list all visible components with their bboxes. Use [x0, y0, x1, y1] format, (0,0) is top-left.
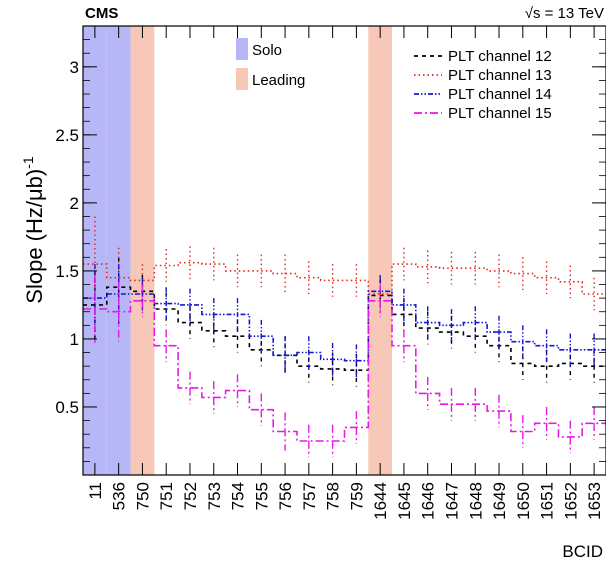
legend-label: PLT channel 14 — [448, 86, 552, 103]
series-3 — [83, 264, 606, 377]
x-tick-label: 1648 — [466, 482, 485, 520]
data-series — [83, 216, 606, 458]
series-line — [83, 286, 606, 371]
axes: 0.5 1 1.5 2 2.5 3 11 536 750 751 752 753 754 755 756 75… — [55, 25, 606, 520]
y-axis-title: Slope (Hz/μb) — [22, 169, 47, 304]
x-tick-label: 756 — [276, 482, 295, 510]
x-axis-title: BCID — [562, 542, 603, 561]
experiment-label: CMS — [85, 5, 118, 22]
legend-label: Solo — [252, 42, 282, 59]
legend-swatch — [236, 38, 248, 60]
y-tick-label: 2.5 — [55, 126, 79, 145]
series-line — [83, 300, 606, 442]
x-tick-label: 750 — [133, 482, 152, 510]
x-tick-label: 759 — [347, 482, 366, 510]
y-axis-title-group: Slope (Hz/μb)-1 — [20, 156, 47, 304]
y-tick-label: 0.5 — [55, 398, 79, 417]
y-tick-label: 3 — [70, 58, 79, 77]
legend-label: Leading — [252, 72, 305, 89]
x-tick-label: 536 — [110, 482, 129, 510]
legend-swatch — [236, 68, 248, 90]
x-tick-label: 751 — [157, 482, 176, 510]
x-tick-label: 1653 — [585, 482, 604, 520]
x-tick-label: 758 — [324, 482, 343, 510]
x-tick-label: 1652 — [561, 482, 580, 520]
series-line — [83, 261, 606, 295]
x-tick-label: 1650 — [514, 482, 533, 520]
series-line — [83, 290, 606, 362]
energy-label: √s = 13 TeV — [525, 5, 604, 22]
y-axis-title-exponent: -1 — [20, 156, 36, 169]
x-tick-label: 1644 — [371, 482, 390, 520]
legend: Solo Leading PLT channel 12 PLT channel 13 P… — [236, 38, 552, 122]
legend-label: PLT channel 13 — [448, 67, 552, 84]
y-tick-label: 1.5 — [55, 262, 79, 281]
series-1 — [83, 257, 606, 387]
series-4 — [83, 275, 606, 458]
x-tick-label: 753 — [205, 482, 224, 510]
x-tick-label: 754 — [229, 482, 248, 510]
shaded-bands — [83, 26, 393, 475]
x-tick-label: 1649 — [490, 482, 509, 520]
plot-frame — [82, 25, 606, 476]
x-tick-label: 11 — [86, 482, 105, 500]
band-leading-750 — [130, 26, 155, 475]
band-leading-1644 — [368, 26, 393, 475]
series-2 — [83, 216, 606, 312]
legend-label: PLT channel 15 — [448, 105, 552, 122]
x-tick-label: 1646 — [419, 482, 438, 520]
x-tick-label: 1651 — [538, 482, 557, 520]
y-tick-label: 1 — [70, 330, 79, 349]
band-solo-11 — [83, 26, 107, 475]
x-tick-label: 757 — [300, 482, 319, 510]
x-tick-label: 1647 — [443, 482, 462, 520]
legend-label: PLT channel 12 — [448, 48, 552, 65]
x-tick-label: 752 — [181, 482, 200, 510]
band-solo-536 — [106, 26, 131, 475]
x-tick-label: 755 — [252, 482, 271, 510]
y-tick-label: 2 — [70, 194, 79, 213]
x-tick-label: 1645 — [395, 482, 414, 520]
svg-text:Slope (Hz/μb)-1: Slope (Hz/μb)-1 — [20, 156, 47, 304]
